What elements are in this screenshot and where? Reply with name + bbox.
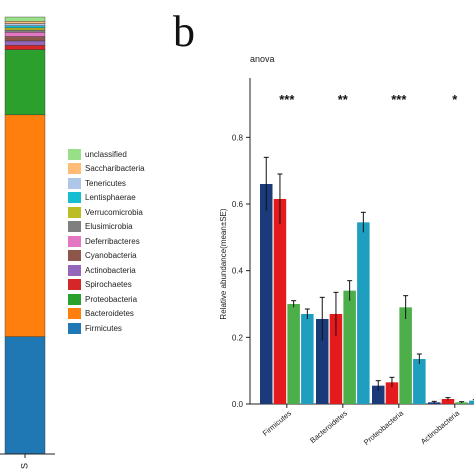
bar-bacteroidetes-4: [357, 222, 370, 404]
stack-segment-tenericutes: [4, 23, 46, 26]
legend-label: Bacteroidetes: [85, 309, 134, 319]
bar-actinobacteria-4: [469, 400, 474, 404]
bar-bacteroidetes-3: [343, 290, 356, 404]
legend-item-proteobacteria: Proteobacteria: [68, 292, 145, 307]
legend-swatch: [68, 221, 81, 233]
x-tick-label-firmicutes: Firmicutes: [261, 408, 293, 437]
stack-x-tick-label: S: [19, 463, 29, 469]
legend-label: Tenericutes: [85, 178, 126, 188]
legend-item-lentisphaerae: Lentisphaerae: [68, 191, 145, 206]
stack-segment-elusimicrobia: [4, 29, 46, 33]
legend-item-bacteroidetes: Bacteroidetes: [68, 307, 145, 322]
legend-label: Actinobacteria: [85, 265, 136, 275]
legend-item-elusimicrobia: Elusimicrobia: [68, 220, 145, 235]
legend-swatch: [68, 279, 81, 291]
legend-swatch: [68, 148, 81, 160]
legend-item-verrucomicrobia: Verrucomicrobia: [68, 205, 145, 220]
x-tick-label-bacteroidetes: Bacteroidetes: [308, 408, 349, 445]
y-tick-label: 0.2: [232, 333, 244, 342]
stack-segment-spirochaetes: [4, 45, 46, 50]
legend-label: Saccharibacteria: [85, 164, 145, 174]
stacked-chart-legend: unclassified Saccharibacteria Tenericutes L…: [68, 147, 145, 336]
legend-label: Proteobacteria: [85, 294, 138, 304]
legend-item-actinobacteria: Actinobacteria: [68, 263, 145, 278]
bar-proteobacteria-1: [372, 385, 385, 404]
legend-item-cyanobacteria: Cyanobacteria: [68, 249, 145, 264]
stacked-composition-chart: S: [0, 16, 55, 469]
bar-actinobacteria-3: [455, 402, 468, 404]
bar-bacteroidetes-2: [329, 314, 343, 404]
stack-segment-saccharibacteria: [4, 21, 46, 24]
bar-proteobacteria-3: [399, 307, 412, 404]
stack-segment-unclassified: [4, 16, 46, 22]
legend-swatch: [68, 163, 81, 175]
bar-firmicutes-2: [273, 199, 287, 404]
stack-segment-firmicutes: [4, 336, 46, 455]
legend-label: Cyanobacteria: [85, 251, 137, 261]
y-tick-label: 0.6: [232, 200, 244, 209]
bar-firmicutes-3: [287, 304, 300, 404]
legend-item-firmicutes: Firmicutes: [68, 321, 145, 336]
legend-swatch: [68, 250, 81, 262]
legend-item-tenericutes: Tenericutes: [68, 176, 145, 191]
significance-bacteroidetes: **: [338, 92, 349, 107]
x-tick-label-actinobacteria: Actinobacteria: [419, 408, 462, 446]
y-tick-label: 0.8: [232, 133, 244, 142]
y-tick-label: 0.0: [232, 400, 244, 409]
legend-label: Firmicutes: [85, 323, 122, 333]
legend-item-saccharibacteria: Saccharibacteria: [68, 162, 145, 177]
stack-segment-proteobacteria: [4, 49, 46, 116]
legend-swatch: [68, 192, 81, 204]
y-axis-label: Relative abundance(mean±SE): [219, 208, 228, 319]
legend-item-spirochaetes: Spirochaetes: [68, 278, 145, 293]
significance-actinobacteria: *: [452, 92, 458, 107]
legend-item-deferribacteres: Deferribacteres: [68, 234, 145, 249]
chart-title: anova: [250, 54, 275, 64]
legend-label: unclassified: [85, 149, 127, 159]
panel-label: b: [173, 7, 195, 56]
y-tick-label: 0.4: [232, 267, 244, 276]
legend-swatch: [68, 308, 81, 320]
x-tick-label-proteobacteria: Proteobacteria: [362, 408, 406, 447]
stack-segment-bacteroidetes: [4, 114, 46, 337]
legend-swatch: [68, 235, 81, 247]
legend-swatch: [68, 206, 81, 218]
legend-label: Deferribacteres: [85, 236, 140, 246]
legend-swatch: [68, 293, 81, 305]
anova-bar-chart: anova 0.0 0.2 0.4 0.6 0.8 Relative abundance(m…: [219, 54, 474, 447]
legend-label: Elusimicrobia: [85, 222, 133, 232]
bar-proteobacteria-4: [413, 359, 426, 404]
legend-label: Lentisphaerae: [85, 193, 136, 203]
bar-actinobacteria-2: [441, 399, 455, 404]
stack-segment-cyanobacteria: [4, 36, 46, 42]
legend-swatch: [68, 322, 81, 334]
stack-segment-deferribacteres: [4, 32, 46, 37]
bar-bacteroidetes-1: [316, 319, 329, 404]
legend-label: Verrucomicrobia: [85, 207, 143, 217]
legend-swatch: [68, 177, 81, 189]
significance-proteobacteria: ***: [391, 92, 407, 107]
bar-firmicutes-1: [260, 184, 273, 404]
stack-segment-lentisphaerae: [4, 25, 46, 29]
legend-item-unclassified: unclassified: [68, 147, 145, 162]
significance-firmicutes: ***: [279, 92, 295, 107]
bar-proteobacteria-2: [385, 382, 399, 404]
stack-segment-verrucomicrobia: [4, 27, 46, 31]
legend-label: Spirochaetes: [85, 280, 132, 290]
bar-firmicutes-4: [301, 314, 314, 404]
legend-swatch: [68, 264, 81, 276]
stack-segment-actinobacteria: [4, 40, 46, 46]
